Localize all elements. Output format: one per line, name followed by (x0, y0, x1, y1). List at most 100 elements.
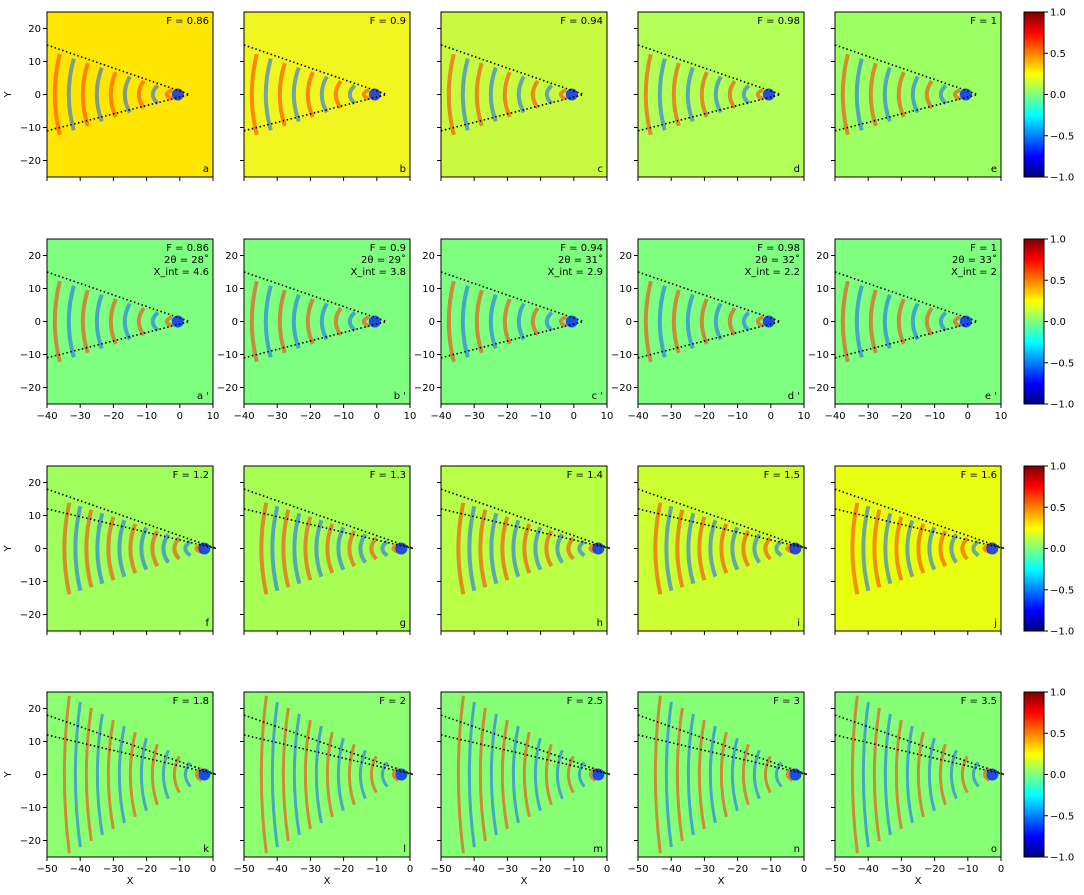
y-tick-label: 10 (28, 511, 41, 522)
wave-crest (774, 539, 783, 558)
wave-crest (150, 743, 159, 806)
wave-crest (708, 519, 718, 578)
y-tick-label: 20 (28, 251, 41, 262)
y-tick-label: −10 (20, 123, 41, 134)
x-tick-label: 0 (768, 411, 774, 422)
panel-f-label: F = 1.3 (370, 470, 406, 481)
panel-field (47, 239, 213, 404)
panel-d: F = 0.98 d (634, 11, 805, 181)
y-tick-label: 0 (35, 90, 41, 101)
wave-source (198, 542, 211, 555)
wedge-line-lower (46, 93, 190, 132)
panel-tag: a (203, 164, 209, 175)
wave-crest (905, 519, 915, 578)
wave-crest (577, 539, 586, 558)
x-tick-label: −20 (530, 864, 551, 875)
y-tick-label: −20 (20, 836, 41, 847)
wave-crest (960, 755, 969, 794)
panel-f-label: F = 1.5 (764, 470, 800, 481)
wave-crest (952, 315, 961, 328)
wave-crest (139, 526, 149, 571)
wave-crest (62, 502, 72, 595)
x-tick-label: −20 (694, 411, 715, 422)
x-tick-label: −30 (497, 864, 518, 875)
panel-f-label: F = 3.5 (961, 696, 997, 707)
panel-f-label: F = 1 (970, 16, 997, 27)
colorbar-tick-label: −0.5 (1050, 358, 1074, 369)
wave-crest (730, 526, 740, 571)
wave-crest (84, 707, 93, 842)
y-tick-label: 10 (28, 57, 41, 68)
wedge-line-lower (46, 508, 217, 550)
wedge-line-upper (834, 44, 979, 96)
y-tick-label: 20 (28, 704, 41, 715)
wave-crest (697, 516, 707, 581)
wave-crest (949, 749, 958, 800)
wave-crest (183, 539, 192, 558)
y-axis-label: Y (3, 771, 14, 779)
y-tick-label: 10 (422, 284, 435, 295)
panel-k: −50 −40 −30 −20 −10 0 −20 −10 0 10 20 F = 1.8 k X Y (3, 691, 217, 887)
wave-pattern (653, 695, 802, 854)
wave-crest (281, 509, 291, 588)
wave-crest (883, 713, 892, 836)
wedge-line-lower (637, 320, 781, 359)
wave-crest (336, 737, 345, 812)
wave-crest (657, 285, 667, 358)
x-tick-label: −40 (430, 411, 451, 422)
wave-crest (456, 695, 465, 854)
x-tick-label: −10 (169, 864, 190, 875)
y-tick-label: 0 (35, 544, 41, 555)
y-tick-label: −10 (808, 350, 829, 361)
wave-crest (577, 761, 586, 788)
wave-source (592, 542, 605, 555)
wave-crest (172, 755, 181, 794)
wave-crest (971, 761, 980, 788)
y-tick-label: −20 (217, 383, 238, 394)
x-tick-label: −30 (464, 411, 485, 422)
colorbar: 1.0 0.5 0.0 −0.5 −1.0 (1023, 462, 1074, 638)
wave-crest (361, 88, 370, 101)
wave-crest (305, 298, 315, 345)
y-tick-label: −20 (20, 156, 41, 167)
panel-annotation: X_int = 2.9 (547, 267, 603, 278)
x-axis-label: X (127, 876, 134, 887)
wave-source (762, 88, 775, 101)
x-tick-label: −50 (627, 864, 648, 875)
x-tick-label: 0 (407, 864, 413, 875)
wave-crest (530, 79, 540, 110)
x-tick-label: −10 (957, 864, 978, 875)
panel-annotation: 2θ = 31˚ (558, 254, 603, 266)
x-tick-label: −30 (70, 411, 91, 422)
x-tick-label: −10 (727, 411, 748, 422)
wave-crest (333, 306, 343, 337)
wave-crest (150, 311, 160, 332)
wave-crest (905, 725, 914, 824)
y-tick-label: 20 (28, 24, 41, 35)
wave-crest (960, 536, 969, 561)
wave-crest (522, 731, 531, 818)
wedge-line-upper (243, 271, 388, 323)
wave-crest (588, 767, 597, 782)
x-tick-label: 0 (210, 864, 216, 875)
colorbar-tick-label: 1.0 (1050, 8, 1066, 19)
panel-tag: c (598, 164, 604, 175)
panel-f-label: F = 0.9 (370, 16, 406, 27)
wedge-line-upper (243, 44, 388, 96)
x-tick-label: −30 (694, 864, 715, 875)
wedge-line-lower (637, 93, 781, 132)
y-tick-label: 10 (28, 284, 41, 295)
wave-source (986, 542, 999, 555)
wave-crest (336, 526, 346, 571)
y-tick-label: 0 (429, 317, 435, 328)
x-tick-label: 0 (604, 864, 610, 875)
wave-crest (741, 311, 751, 332)
panel-field (441, 12, 607, 177)
wave-source (368, 315, 381, 328)
y-tick-label: −10 (20, 577, 41, 588)
panel-h: F = 1.4 h (437, 465, 611, 635)
wave-crest (850, 695, 859, 854)
wave-crest (95, 713, 104, 836)
wave-crest (741, 529, 751, 568)
